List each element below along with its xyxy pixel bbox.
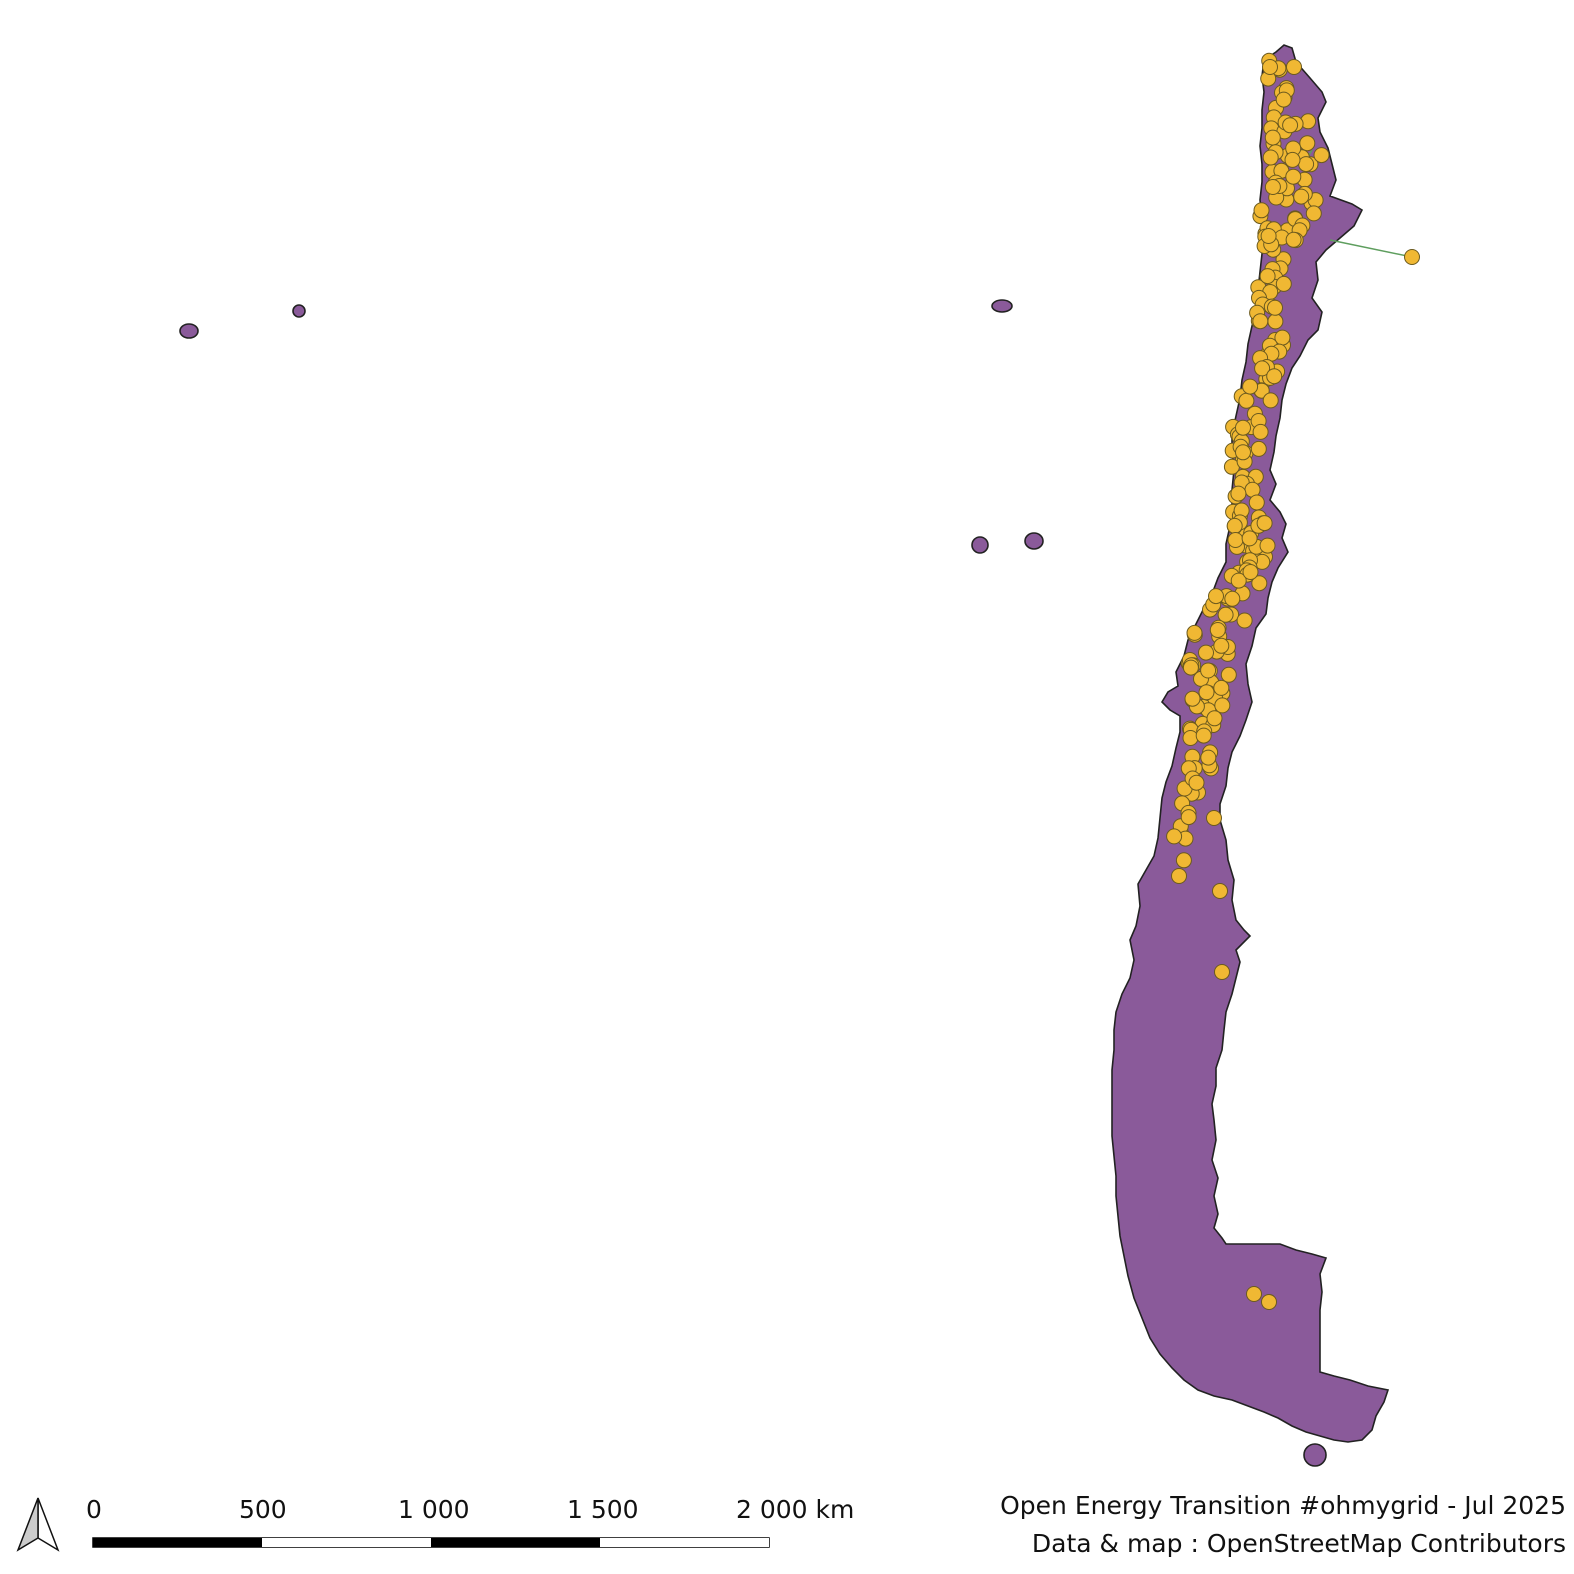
power-plant-marker <box>1230 485 1247 502</box>
power-plant-marker <box>1404 249 1420 265</box>
scale-bar-segment <box>431 1538 600 1547</box>
power-plant-marker <box>1212 883 1228 899</box>
power-plant-marker <box>1217 606 1234 623</box>
power-plant-marker <box>1182 730 1199 746</box>
power-plant-marker <box>1259 268 1276 285</box>
power-plant-marker <box>1267 313 1284 330</box>
power-plant-marker <box>1227 532 1244 548</box>
power-plant-marker <box>1252 423 1269 440</box>
scale-bar-segment <box>600 1538 769 1547</box>
power-plant-marker <box>1182 659 1199 676</box>
power-plant-marker <box>1253 202 1270 219</box>
power-plant-marker <box>1262 392 1279 409</box>
power-plant-marker <box>1235 419 1251 436</box>
mainland-polygon <box>1111 44 1390 1443</box>
power-plant-marker <box>1238 392 1255 409</box>
power-plant-marker <box>1198 684 1215 701</box>
power-plant-marker <box>1256 515 1273 532</box>
island <box>292 304 306 318</box>
power-plant-marker <box>1252 313 1269 330</box>
power-plant-marker <box>1282 117 1299 134</box>
power-plant-marker <box>1224 590 1241 607</box>
power-plant-marker <box>1250 440 1267 457</box>
power-plant-marker <box>1195 727 1212 744</box>
power-plant-marker <box>1214 697 1231 714</box>
power-plant-marker <box>1248 494 1265 511</box>
scale-label-500: 500 <box>239 1495 287 1524</box>
power-plant-marker <box>1261 1294 1277 1310</box>
power-plant-marker <box>1198 644 1214 661</box>
power-plant-marker <box>1284 151 1301 168</box>
power-plant-marker <box>1180 809 1197 826</box>
power-plant-marker <box>1285 168 1302 185</box>
power-plant-marker <box>1214 964 1230 980</box>
power-plant-marker <box>1241 530 1258 547</box>
power-plant-marker <box>1226 517 1243 534</box>
power-plant-marker <box>1286 59 1302 75</box>
power-plant-marker <box>1175 852 1192 869</box>
power-plant-marker <box>1166 828 1183 845</box>
power-plant-marker <box>1242 564 1259 580</box>
north-arrow-icon <box>16 1497 60 1552</box>
island <box>1303 1443 1327 1467</box>
power-plant-marker <box>1275 91 1292 108</box>
power-plant-marker <box>1275 275 1292 292</box>
power-plant-marker <box>1313 147 1330 164</box>
power-plant-marker <box>1200 749 1217 766</box>
power-plant-marker <box>1186 624 1203 641</box>
scale-label-1000: 1 000 <box>398 1495 470 1524</box>
power-plant-marker <box>1262 59 1278 75</box>
scale-label-1500: 1 500 <box>567 1495 639 1524</box>
power-plant-marker <box>1285 231 1302 248</box>
power-plant-marker <box>1305 205 1322 222</box>
power-plant-marker <box>1188 774 1205 791</box>
power-plant-marker <box>1230 572 1247 589</box>
power-plants <box>1166 52 1420 1310</box>
power-plant-marker <box>1209 622 1226 638</box>
scale-bar <box>92 1537 770 1548</box>
power-plant-marker <box>1220 666 1237 683</box>
power-plant-marker <box>1206 810 1222 826</box>
scale-bar-segment <box>93 1538 262 1547</box>
credit-source: Data & map : OpenStreetMap Contributors <box>1031 1529 1566 1558</box>
power-plant-marker <box>1260 228 1277 244</box>
power-plant-marker <box>1213 679 1230 696</box>
power-plant-marker <box>1171 868 1187 884</box>
power-plant-marker <box>1206 710 1223 727</box>
scale-label-2000: 2 000 km <box>736 1495 855 1524</box>
power-plant-marker <box>1264 129 1281 146</box>
power-plant-marker <box>1267 299 1283 316</box>
power-plant-marker <box>1246 1286 1262 1302</box>
scale-bar-segment <box>262 1538 431 1547</box>
power-plant-marker <box>1254 360 1271 377</box>
credit-title: Open Energy Transition #ohmygrid - Jul 2… <box>1000 1491 1566 1520</box>
power-plant-marker <box>1293 188 1310 205</box>
power-plant-marker <box>1299 135 1316 152</box>
transmission-line <box>1329 239 1413 258</box>
power-plant-marker <box>1200 662 1217 679</box>
power-plant-marker <box>1213 637 1230 654</box>
power-plant-marker <box>1235 444 1251 461</box>
power-plant-marker <box>1251 575 1268 592</box>
power-plant-marker <box>1262 149 1279 166</box>
power-plant-marker <box>1266 368 1283 385</box>
island <box>991 299 1013 313</box>
island <box>971 536 989 554</box>
island <box>1024 532 1044 550</box>
power-plant-marker <box>1184 690 1201 707</box>
power-plant-marker <box>1264 179 1281 195</box>
power-plant-marker <box>1259 537 1276 554</box>
island <box>179 323 199 339</box>
scale-label-0: 0 <box>86 1495 102 1524</box>
power-plant-marker <box>1242 378 1259 395</box>
power-plant-marker <box>1236 612 1253 629</box>
power-plant-marker <box>1298 156 1315 173</box>
power-plant-marker <box>1208 588 1224 605</box>
